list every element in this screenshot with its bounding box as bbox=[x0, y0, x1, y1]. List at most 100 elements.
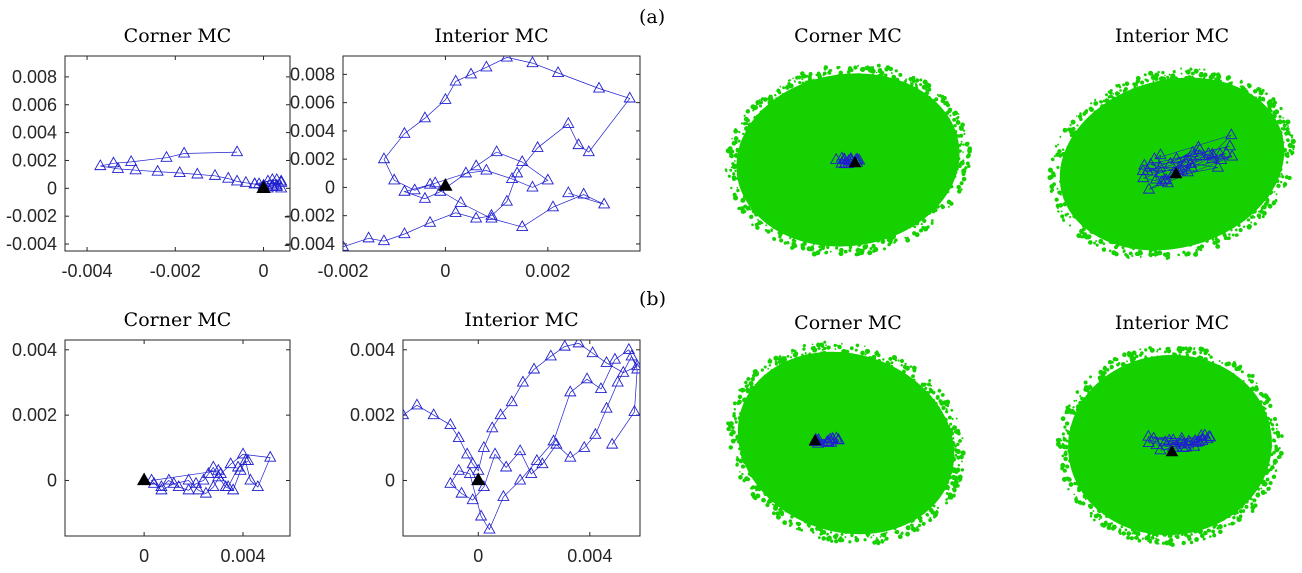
trajectory-point bbox=[469, 211, 483, 223]
cloud-point bbox=[1141, 537, 1144, 540]
cloud-point bbox=[1072, 406, 1075, 409]
cloud-point bbox=[785, 508, 788, 511]
y-tick-label: 0.004 bbox=[12, 123, 57, 143]
cloud-point bbox=[828, 69, 832, 73]
cloud-point bbox=[733, 408, 736, 411]
cloud-point bbox=[1155, 251, 1158, 253]
cloud-point bbox=[1253, 203, 1258, 209]
cloud-point bbox=[1250, 386, 1255, 391]
cloud-point bbox=[1180, 346, 1186, 352]
cloud-point bbox=[757, 220, 763, 225]
trajectory-point bbox=[551, 66, 565, 78]
cloud-point bbox=[1088, 495, 1091, 499]
cloud-point bbox=[768, 94, 773, 100]
cloud-point bbox=[956, 157, 959, 161]
cloud-point bbox=[1092, 518, 1096, 522]
cloud-point bbox=[1115, 84, 1119, 88]
cloud-point bbox=[1275, 193, 1278, 196]
cloud-point bbox=[1267, 203, 1273, 209]
cloud-point bbox=[952, 425, 958, 431]
trajectory-point bbox=[505, 172, 519, 183]
cloud-point bbox=[954, 483, 957, 486]
cloud-point bbox=[918, 519, 923, 523]
trajectory-point bbox=[199, 486, 213, 498]
cloud-point bbox=[1203, 530, 1208, 536]
cloud-point bbox=[1067, 193, 1069, 196]
trajectory-point bbox=[264, 450, 277, 462]
cloud-point bbox=[790, 245, 795, 250]
cloud-point bbox=[961, 168, 967, 174]
trajectory-point bbox=[251, 480, 265, 492]
trajectory-point bbox=[270, 180, 283, 191]
cloud-point bbox=[933, 513, 938, 518]
cloud-point bbox=[940, 393, 945, 397]
cloud-point bbox=[1130, 528, 1135, 532]
cloud-point bbox=[740, 158, 742, 161]
x-tick-label: 0.004 bbox=[220, 546, 265, 566]
cloud-point bbox=[1166, 75, 1170, 79]
cloud-point bbox=[1146, 536, 1151, 541]
cloud-point bbox=[1281, 119, 1286, 124]
cloud-point bbox=[1205, 239, 1209, 243]
cloud-point bbox=[1095, 243, 1099, 247]
trajectory-point bbox=[466, 457, 479, 469]
cloud-point bbox=[1190, 71, 1195, 76]
cloud-point bbox=[1166, 349, 1172, 354]
cloud-point bbox=[792, 77, 794, 80]
cloud-final-point bbox=[1169, 167, 1183, 179]
cloud-point bbox=[888, 356, 893, 361]
cloud-point bbox=[880, 239, 886, 244]
cloud-point bbox=[1284, 152, 1289, 158]
trajectory-point bbox=[145, 473, 158, 485]
cloud-point bbox=[1119, 242, 1123, 246]
cloud-point bbox=[873, 246, 879, 253]
cloud-point bbox=[954, 453, 958, 457]
cloud-point bbox=[1066, 407, 1072, 412]
cloud-point bbox=[735, 463, 739, 467]
cloud-point bbox=[1258, 403, 1261, 406]
cloud-point bbox=[823, 340, 827, 344]
cloud-point bbox=[744, 380, 748, 385]
cloud-point bbox=[1056, 187, 1059, 190]
cloud-point bbox=[777, 88, 780, 91]
cloud-point bbox=[1122, 90, 1128, 96]
trajectory-point bbox=[480, 60, 493, 72]
trajectory-point bbox=[449, 74, 462, 86]
cloud-point bbox=[931, 399, 936, 403]
cloud-point bbox=[1088, 226, 1091, 228]
cloud-point bbox=[959, 454, 964, 460]
cloud-point bbox=[955, 428, 961, 434]
cloud-point bbox=[967, 164, 971, 168]
cloud-trajectory-point bbox=[1170, 151, 1183, 163]
cloud-point bbox=[889, 78, 894, 83]
cloud-point bbox=[1080, 484, 1084, 488]
cloud-point bbox=[759, 381, 763, 385]
cloud-point bbox=[1276, 434, 1281, 439]
cloud-point bbox=[1129, 536, 1134, 541]
cloud-point bbox=[1095, 240, 1098, 243]
cloud-trajectory-point bbox=[1144, 157, 1157, 169]
cloud-point bbox=[819, 533, 822, 536]
cloud-point bbox=[902, 82, 906, 86]
cloud-point bbox=[1099, 515, 1103, 519]
cloud-point bbox=[1067, 449, 1071, 453]
cloud-point bbox=[853, 65, 858, 70]
cloud-point bbox=[763, 365, 767, 369]
cloud-point bbox=[784, 364, 789, 369]
cloud-point bbox=[849, 68, 854, 73]
y-tick-label: 0.008 bbox=[12, 67, 57, 87]
cloud-point bbox=[780, 513, 784, 517]
cloud-point bbox=[1200, 347, 1205, 352]
cloud-point bbox=[826, 245, 830, 249]
cloud-point bbox=[1143, 356, 1149, 362]
cloud-point bbox=[1246, 223, 1252, 229]
cloud-point bbox=[750, 104, 756, 110]
cloud-point bbox=[1268, 187, 1271, 190]
cloud-point bbox=[871, 243, 876, 249]
cloud-title-a-interior: Interior MC bbox=[1115, 25, 1229, 47]
cloud-point bbox=[829, 531, 833, 534]
cloud-final-point bbox=[848, 156, 862, 168]
cloud-point bbox=[953, 170, 958, 175]
cloud-point bbox=[1126, 535, 1130, 540]
cloud-point bbox=[878, 73, 883, 78]
